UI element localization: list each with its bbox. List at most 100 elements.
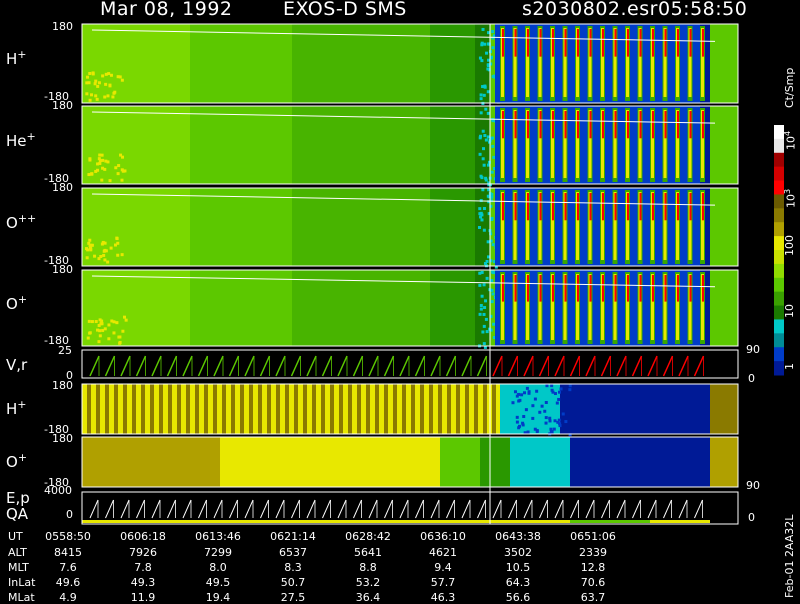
row-value-ut: 0606:18 [120,530,166,543]
colorbar-unit-label: Ct/Smp [783,67,796,108]
panel-o-plus-plus-trend [91,193,716,206]
colorbar-segment [774,291,784,307]
colorbar-tick-label: 104 [783,130,798,150]
row-value-inlat: 70.6 [580,576,606,589]
row-value-ut: 0558:50 [45,530,91,543]
colorbar-segment [774,180,784,195]
colorbar-segment [774,333,784,348]
row-value-ut: 0636:10 [420,530,466,543]
tick-top: 180 [52,263,73,276]
colorbar-segment [774,208,784,223]
row-value-inlat: 49.3 [130,576,156,589]
panel-he-plus-trend [91,111,716,124]
row-value-inlat: 49.5 [205,576,231,589]
colorbar-segment [774,277,784,293]
colorbar-segment [774,222,784,237]
footer-note: Feb-01 2AA32L [783,514,796,598]
colorbar-segment [774,347,784,362]
colorbar-segment [774,125,784,140]
colorbar-segment [774,263,784,279]
tick-bottom: -180 [44,334,69,347]
row-value-alt: 3502 [504,546,532,559]
panel-label-vr: V,r [6,356,28,374]
file-name: s2030802.esr [522,0,658,20]
panel-vr-bg [82,350,738,378]
right-tick-top: 90 [746,479,760,492]
instrument-name: EXOS-D SMS [283,0,407,20]
right-tick-top: 90 [746,343,760,356]
row-value-mlt: 12.8 [580,561,606,574]
panel-label-h-plus: H+ [6,48,27,68]
colorbar-segment [774,166,784,182]
colorbar-tick-label: 103 [783,188,798,208]
tick-bottom: 0 [66,508,73,521]
tick-top: 180 [52,20,73,33]
colorbar-segment [774,194,784,209]
colorbar-segment [774,138,784,154]
colorbar-tick-label: 1 [783,363,796,370]
row-label-inlat: InLat [8,576,36,589]
colorbar-segment [774,319,784,334]
right-tick-bottom: 0 [748,372,755,385]
panel-label-he-plus: He+ [6,130,36,150]
row-value-ut: 0613:46 [195,530,241,543]
panel-label-o-plus: O+ [6,293,28,313]
row-value-mlt: 7.6 [59,561,77,574]
row-value-alt: 2339 [579,546,607,559]
right-tick-bottom: 0 [748,511,755,524]
tick-top: 25 [58,344,72,357]
tick-bottom: -180 [44,476,69,489]
panel-h-plus-trend [91,29,716,42]
row-value-inlat: 57.7 [430,576,456,589]
tick-top: 180 [52,99,73,112]
tick-top: 4000 [44,484,72,497]
tick-bottom: 0 [66,369,73,382]
row-value-ut: 0643:38 [495,530,541,543]
row-value-inlat: 53.2 [355,576,381,589]
colorbar-segment [774,250,784,265]
row-label-ut: UT [8,530,23,543]
row-value-inlat: 49.6 [55,576,81,589]
panel-label-o-plus-2: O+ [6,451,28,471]
row-label-mlat: MLat [8,591,35,604]
row-value-mlat: 19.4 [205,591,231,604]
row-value-alt: 6537 [279,546,307,559]
panel-o-plus-trend [91,275,716,288]
row-value-ut: 0621:14 [270,530,316,543]
panel-label-ep: E,p QA [6,489,30,523]
row-label-mlt: MLT [8,561,29,574]
row-value-mlt: 8.0 [209,561,227,574]
row-value-mlt: 10.5 [505,561,531,574]
row-value-mlt: 7.8 [134,561,152,574]
plot-date: Mar 08, 1992 [100,0,233,20]
tick-bottom: -180 [44,172,69,185]
colorbar-segment [774,152,784,168]
row-value-alt: 7926 [129,546,157,559]
tick-top: 180 [52,432,73,445]
colorbar-segment [774,236,784,251]
row-value-ut: 0628:42 [345,530,391,543]
row-value-mlat: 56.6 [505,591,531,604]
row-value-alt: 5641 [354,546,382,559]
tick-top: 180 [52,181,73,194]
row-value-alt: 4621 [429,546,457,559]
panel-ep-bg [82,492,738,524]
row-value-mlat: 4.9 [59,591,77,604]
row-label-alt: ALT [8,546,27,559]
row-value-mlat: 11.9 [130,591,156,604]
colorbar-segment [774,361,784,376]
row-value-inlat: 50.7 [280,576,306,589]
row-value-inlat: 64.3 [505,576,531,589]
row-value-mlat: 63.7 [580,591,606,604]
panel-label-o-plus-plus: O++ [6,212,37,232]
panel-label-h-plus-2: H+ [6,398,27,418]
colorbar-segment [774,305,784,320]
row-value-mlat: 27.5 [280,591,306,604]
row-value-mlt: 8.8 [359,561,377,574]
tick-bottom: -180 [44,254,69,267]
colorbar-tick-label: 100 [783,235,796,256]
row-value-ut: 0651:06 [570,530,616,543]
row-value-mlt: 8.3 [284,561,302,574]
tick-bottom: -180 [44,90,69,103]
